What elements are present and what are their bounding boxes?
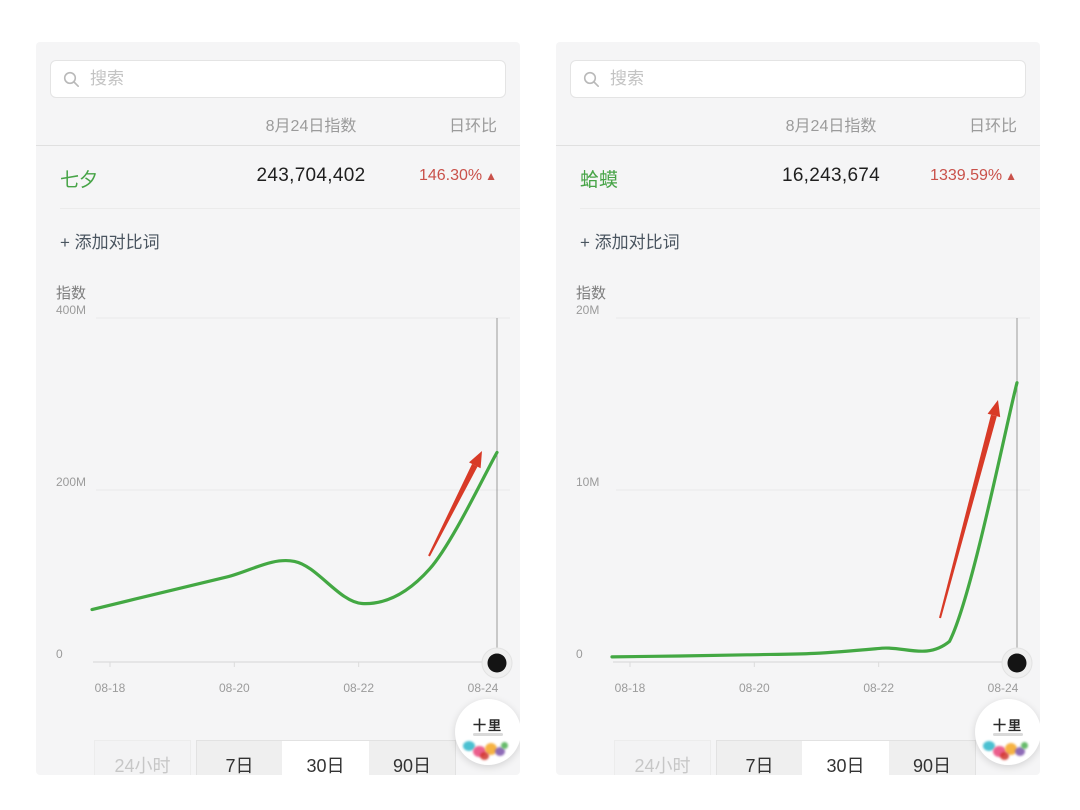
separator [36,145,520,146]
watermark-logo-badge: 十里 [975,699,1040,765]
watermark-logo-subline [473,733,503,736]
search-input[interactable] [608,68,1013,90]
x-tick-label: 08-22 [343,681,374,695]
marker-dot[interactable] [487,653,507,673]
search-icon [63,71,79,87]
watermark-logo-subline [993,733,1023,736]
y-tick-label: 0 [56,647,63,661]
search-input[interactable] [88,68,493,90]
time-range-tabs: 24小时 7日 30日 90日 [36,740,520,775]
tab-7d[interactable]: 7日 [716,740,803,775]
keyword-index-value: 16,243,674 [781,165,881,186]
column-header-row: 8月24日指数 日环比 [36,100,520,145]
trend-arrow-head-icon [469,451,482,469]
separator [580,208,1040,209]
keyword-name: 蛤蟆 [580,170,619,191]
keyword-row[interactable]: 七夕 243,704,402 146.30% ▲ [36,146,520,208]
paint-splash-icon [480,752,489,760]
search-icon [583,71,599,87]
x-tick-label: 08-18 [615,681,646,695]
paint-splash-icon [463,741,475,751]
tab-7d[interactable]: 7日 [196,740,283,775]
time-range-tabs: 24小时 7日 30日 90日 [556,740,1040,775]
trend-arrow-icon [939,414,997,619]
watermark-logo-text: 十里 [472,718,503,733]
column-header-row: 8月24日指数 日环比 [556,100,1040,145]
y-tick-label: 400M [56,303,86,317]
index-panel-hama: 8月24日指数 日环比 蛤蟆 16,243,674 1339.59%▲ + 添加… [556,42,1040,775]
tab-24h[interactable]: 24小时 [614,740,711,775]
keyword-name: 七夕 [60,170,99,191]
watermark-logo-text: 十里 [992,718,1023,733]
tab-24h[interactable]: 24小时 [94,740,191,775]
separator [556,145,1040,146]
y-tick-label: 0 [576,647,583,661]
x-tick-label: 08-20 [739,681,770,695]
chart-title: 指数 [56,285,87,302]
search-bar[interactable] [570,60,1026,98]
tab-90d[interactable]: 90日 [889,740,976,775]
day-ratio-column-label: 日环比 [968,118,1017,135]
search-bar[interactable] [50,60,506,98]
keyword-row[interactable]: 蛤蟆 16,243,674 1339.59% ▲ [556,146,1040,208]
tab-30d[interactable]: 30日 [282,740,370,775]
paint-splash-icon [473,746,486,757]
tab-90d[interactable]: 90日 [369,740,456,775]
index-date-column-label: 8月24日指数 [265,118,357,135]
paint-splash-icon [1005,743,1017,755]
paint-splash-icon [993,746,1006,757]
paint-splash-icon [485,743,497,755]
y-tick-label: 200M [56,475,86,489]
x-tick-label: 08-24 [988,681,1019,695]
keyword-change-percent: 146.30% ▲ [418,167,497,184]
tab-30d[interactable]: 30日 [802,740,890,775]
index-panel-qixi: 8月24日指数 日环比 七夕 243,704,402 146.30%▲ + 添加… [36,42,520,775]
x-tick-label: 08-20 [219,681,250,695]
paint-splash-icon [501,742,508,749]
trend-line [90,450,499,612]
x-tick-label: 08-24 [468,681,499,695]
x-tick-label: 08-22 [863,681,894,695]
day-ratio-column-label: 日环比 [448,118,497,135]
paint-splash-icon [1000,752,1009,760]
watermark-logo-badge: 十里 [455,699,520,765]
x-tick-label: 08-18 [95,681,126,695]
up-triangle-icon: ▲ [485,169,497,183]
keyword-index-value: 243,704,402 [256,165,366,186]
paint-splash-icon [495,747,505,756]
up-triangle-icon: ▲ [1005,169,1017,183]
index-trend-chart: 400M 200M 0 08-18 08-20 08-22 08-24 [56,303,513,695]
paint-splash-icon [1021,742,1028,749]
paint-splash-icon [1015,747,1025,756]
trend-arrow-head-icon [987,400,1001,418]
y-tick-label: 10M [576,475,599,489]
paint-splash-icon [983,741,995,751]
trend-line [610,381,1019,659]
y-tick-label: 20M [576,303,599,317]
marker-dot[interactable] [1007,653,1027,673]
keyword-change-percent: 1339.59% ▲ [930,167,1017,184]
trend-arrow-icon [428,463,478,557]
separator [60,208,520,209]
add-compare-word-link[interactable]: + 添加对比词 [580,233,680,252]
index-trend-chart: 20M 10M 0 08-18 08-20 08-22 08-24 [576,303,1033,695]
index-date-column-label: 8月24日指数 [785,118,877,135]
add-compare-word-link[interactable]: + 添加对比词 [60,233,160,252]
chart-title: 指数 [576,285,607,302]
